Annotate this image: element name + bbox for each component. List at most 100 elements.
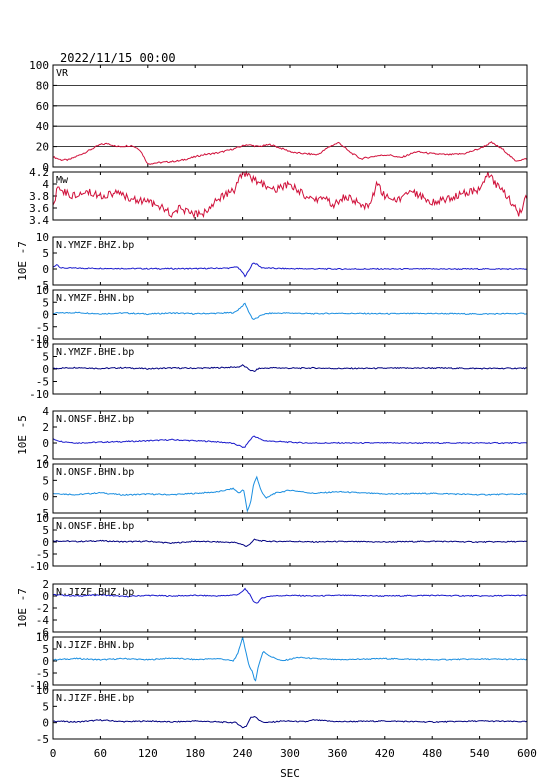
ytick-label-ymzf-bhn-3: 5 bbox=[42, 296, 49, 309]
unit-label-onsf-bhz: 10E -5 bbox=[16, 415, 29, 455]
xtick-label-0: 0 bbox=[50, 747, 57, 760]
ytick-label-vr-0: 0 bbox=[42, 161, 49, 174]
panel-label-jizf-bhe: N.JIZF.BHE.bp bbox=[56, 693, 134, 704]
trace-ymzf-bhz bbox=[52, 262, 528, 278]
panel-ymzf-bhz: -5 0 5 10 N.YMZF.BHZ.bp 10E -7 bbox=[16, 231, 528, 292]
ytick-label-onsf-bhz-0: -2 bbox=[36, 453, 49, 466]
ytick-label-ymzf-bhe-4: 10 bbox=[36, 338, 49, 351]
ytick-label-onsf-bhn-2: 5 bbox=[42, 474, 49, 487]
panel-label-ymzf-bhe: N.YMZF.BHE.bp bbox=[56, 347, 134, 358]
trace-jizf-bhe bbox=[52, 715, 528, 729]
trace-jizf-bhz bbox=[52, 587, 528, 604]
ytick-label-onsf-bhz-1: 0 bbox=[42, 437, 49, 450]
xtick-label-7: 420 bbox=[375, 747, 395, 760]
ytick-label-onsf-bhz-3: 4 bbox=[42, 405, 49, 418]
frame-onsf-bhn bbox=[52, 463, 528, 514]
panel-label-onsf-bhz: N.ONSF.BHZ.bp bbox=[56, 414, 134, 425]
ytick-label-onsf-bhn-3: 10 bbox=[36, 458, 49, 471]
panel-label-jizf-bhz: N.JIZF.BHZ.bp bbox=[56, 587, 134, 598]
ytick-label-jizf-bhn-0: -10 bbox=[29, 679, 49, 692]
ytick-label-ymzf-bhn-1: -5 bbox=[36, 321, 49, 334]
frame-jizf-bhz bbox=[52, 583, 528, 633]
frame-ymzf-bhz bbox=[52, 236, 528, 286]
chart-title: 2022/11/15 00:00 bbox=[60, 51, 176, 65]
panels-group: 020406080100VR3.43.63.844.2Mw-50510N.YMZ… bbox=[16, 59, 537, 760]
ytick-label-vr-5: 100 bbox=[29, 59, 49, 72]
ytick-label-jizf-bhn-4: 10 bbox=[36, 631, 49, 644]
x-axis-label: SEC bbox=[280, 767, 300, 780]
frame-ymzf-bhn bbox=[52, 289, 528, 340]
panel-label-onsf-bhn: N.ONSF.BHN.bp bbox=[56, 467, 134, 478]
xtick-label-2: 120 bbox=[138, 747, 158, 760]
ytick-label-ymzf-bhe-0: -10 bbox=[29, 388, 49, 401]
ytick-label-vr-2: 40 bbox=[36, 120, 49, 133]
xtick-label-3: 180 bbox=[185, 747, 205, 760]
ytick-label-onsf-bhe-3: 5 bbox=[42, 524, 49, 537]
panel-onsf-bhz: -2 0 2 4 N.ONSF.BHZ.bp 10E -5 bbox=[16, 405, 528, 466]
unit-label-jizf-bhz: 10E -7 bbox=[16, 588, 29, 628]
frame-jizf-bhn bbox=[52, 636, 528, 686]
trace-ymzf-bhn bbox=[52, 302, 528, 320]
frame-onsf-bhe bbox=[52, 517, 528, 567]
ytick-label-onsf-bhz-2: 2 bbox=[42, 421, 49, 434]
ytick-label-jizf-bhz-1: -4 bbox=[36, 614, 50, 627]
frame-jizf-bhe bbox=[52, 689, 528, 740]
ytick-label-jizf-bhz-4: 2 bbox=[42, 578, 49, 591]
ytick-label-vr-3: 60 bbox=[36, 100, 49, 113]
ytick-label-onsf-bhe-2: 0 bbox=[42, 536, 49, 549]
frame-ymzf-bhe bbox=[52, 343, 528, 395]
panel-label-vr: VR bbox=[56, 68, 69, 79]
ytick-label-jizf-bhe-2: 5 bbox=[42, 700, 49, 713]
xtick-label-9: 540 bbox=[470, 747, 490, 760]
ytick-label-mw-2: 3.8 bbox=[29, 190, 49, 203]
ytick-label-ymzf-bhz-1: 0 bbox=[42, 263, 49, 276]
ytick-label-onsf-bhe-4: 10 bbox=[36, 512, 49, 525]
trace-vr bbox=[52, 141, 528, 165]
xtick-label-10: 600 bbox=[517, 747, 537, 760]
ytick-label-ymzf-bhe-1: -5 bbox=[36, 376, 49, 389]
trace-onsf-bhe bbox=[52, 538, 528, 547]
panel-onsf-bhn: -5 0 5 10 N.ONSF.BHN.bp bbox=[36, 458, 528, 520]
ytick-label-ymzf-bhn-0: -10 bbox=[29, 333, 49, 346]
frame-mw bbox=[52, 171, 528, 221]
unit-label-ymzf-bhz: 10E -7 bbox=[16, 241, 29, 281]
ytick-label-mw-1: 3.6 bbox=[29, 202, 49, 215]
ytick-label-onsf-bhe-1: -5 bbox=[36, 548, 49, 561]
ytick-label-jizf-bhz-0: -6 bbox=[36, 626, 49, 639]
trace-onsf-bhn bbox=[52, 475, 528, 513]
ytick-label-ymzf-bhn-2: 0 bbox=[42, 309, 49, 322]
ytick-label-onsf-bhn-0: -5 bbox=[36, 507, 49, 520]
ytick-label-ymzf-bhz-0: -5 bbox=[36, 279, 49, 292]
ytick-label-ymzf-bhz-3: 10 bbox=[36, 231, 49, 244]
panel-vr: 0 20 40 60 80 100 VR bbox=[29, 59, 528, 174]
ytick-label-jizf-bhz-3: 0 bbox=[42, 590, 49, 603]
xtick-label-6: 360 bbox=[327, 747, 347, 760]
ytick-label-jizf-bhz-2: -2 bbox=[36, 602, 49, 615]
ytick-label-jizf-bhn-3: 5 bbox=[42, 643, 49, 656]
ytick-label-mw-0: 3.4 bbox=[29, 214, 49, 227]
ytick-label-mw-3: 4 bbox=[42, 178, 49, 191]
trace-ymzf-bhe bbox=[52, 364, 528, 372]
ytick-label-jizf-bhn-1: -5 bbox=[36, 667, 49, 680]
panel-label-mw: Mw bbox=[56, 175, 69, 186]
ytick-label-onsf-bhn-1: 0 bbox=[42, 491, 49, 504]
ytick-label-ymzf-bhz-2: 5 bbox=[42, 247, 49, 260]
ytick-label-ymzf-bhn-4: 10 bbox=[36, 284, 49, 297]
ytick-label-jizf-bhe-1: 0 bbox=[42, 717, 49, 730]
panel-label-jizf-bhn: N.JIZF.BHN.bp bbox=[56, 640, 134, 651]
panel-label-ymzf-bhz: N.YMZF.BHZ.bp bbox=[56, 240, 134, 251]
trace-mw bbox=[52, 170, 528, 219]
frame-onsf-bhz bbox=[52, 410, 528, 460]
panel-jizf-bhz: -6-4-202 N.JIZF.BHZ.bp 10E -7 bbox=[16, 578, 528, 639]
ytick-label-jizf-bhe-0: -5 bbox=[36, 733, 49, 746]
panel-jizf-bhe: -5 0 5 10 N.JIZF.BHE.bp bbox=[36, 684, 528, 746]
xtick-label-8: 480 bbox=[422, 747, 442, 760]
xtick-label-5: 300 bbox=[280, 747, 300, 760]
panel-label-ymzf-bhn: N.YMZF.BHN.bp bbox=[56, 293, 134, 304]
panel-mw: 3.43.63.844.2 Mw bbox=[29, 166, 528, 227]
trace-onsf-bhz bbox=[52, 435, 528, 448]
